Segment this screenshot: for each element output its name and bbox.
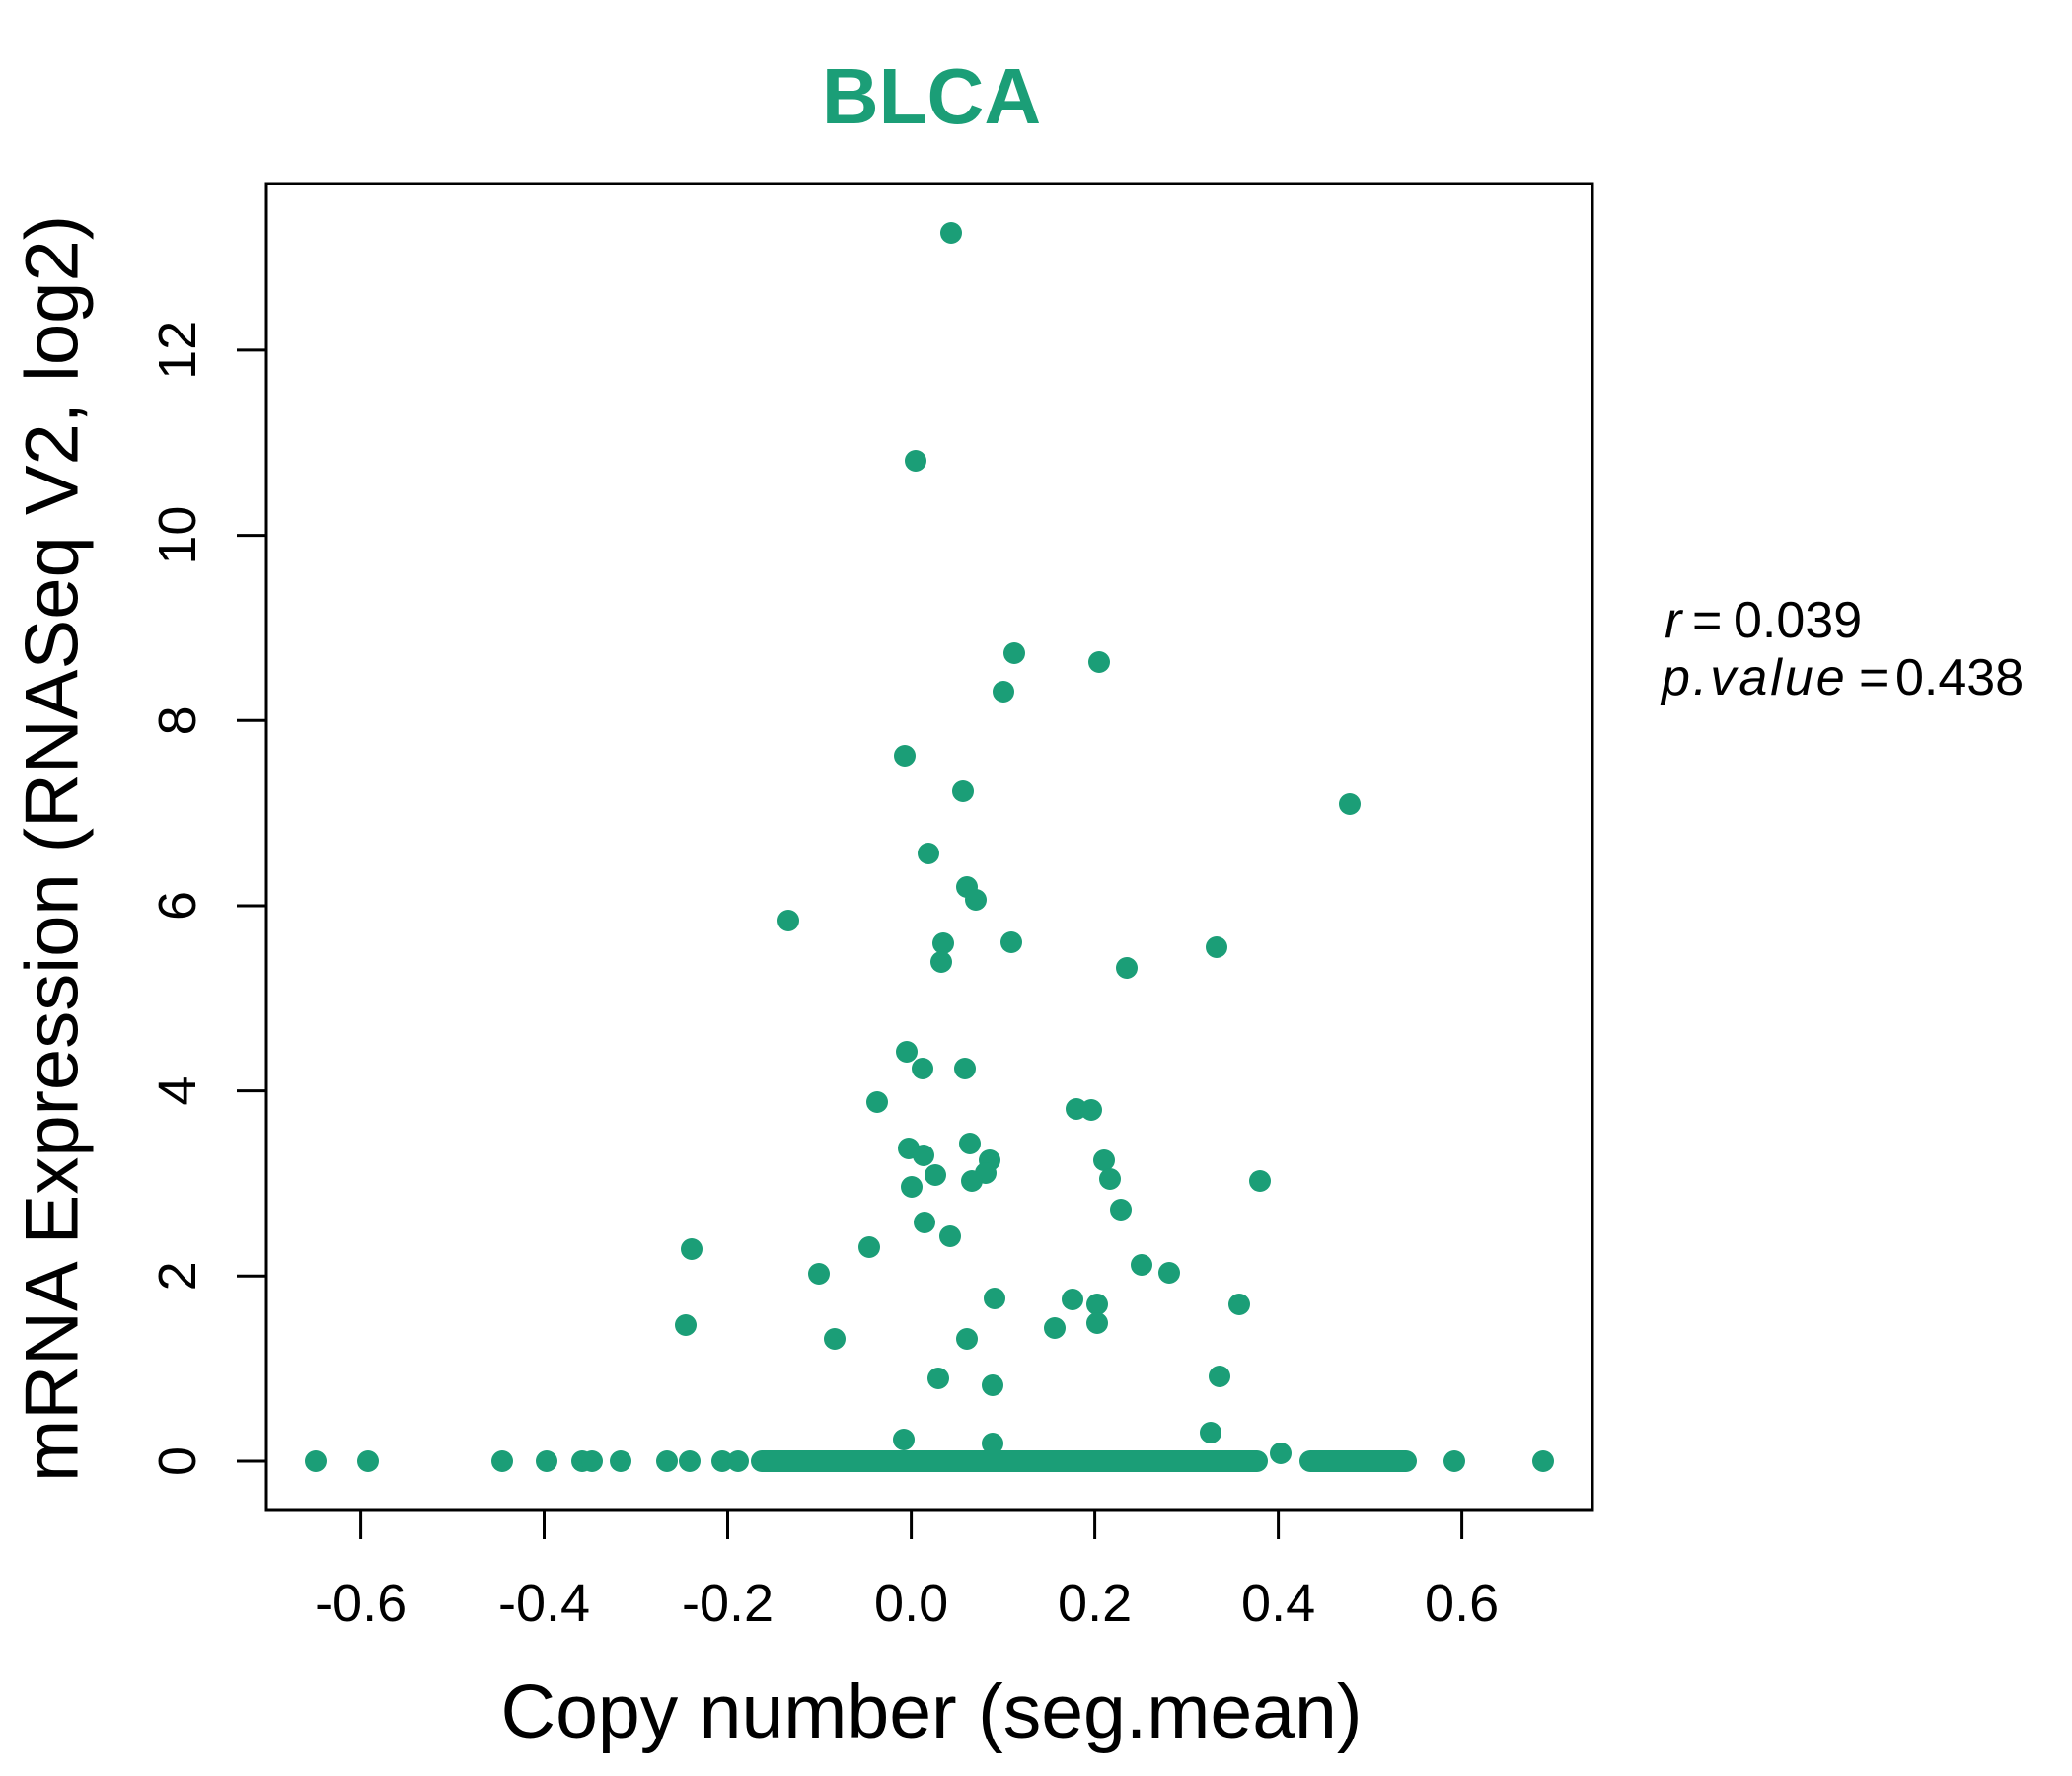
svg-text:-0.2: -0.2 xyxy=(682,1574,774,1633)
svg-text:=: = xyxy=(1692,592,1722,649)
svg-text:mRNA Expression (RNASeq V2, lo: mRNA Expression (RNASeq V2, log2) xyxy=(11,215,95,1482)
svg-text:0.438: 0.438 xyxy=(1895,649,2024,706)
svg-text:p.value: p.value xyxy=(1660,649,1848,706)
svg-text:12: 12 xyxy=(148,321,207,380)
svg-text:6: 6 xyxy=(148,891,207,921)
svg-text:BLCA: BLCA xyxy=(822,52,1041,140)
svg-text:0: 0 xyxy=(148,1446,207,1476)
svg-text:0.4: 0.4 xyxy=(1241,1574,1315,1633)
svg-text:Copy number (seg.mean): Copy number (seg.mean) xyxy=(500,1669,1362,1754)
svg-text:=: = xyxy=(1859,649,1888,706)
svg-text:-0.6: -0.6 xyxy=(315,1574,407,1633)
svg-text:0.0: 0.0 xyxy=(874,1574,948,1633)
svg-text:4: 4 xyxy=(148,1076,207,1106)
svg-text:r: r xyxy=(1665,592,1684,649)
svg-text:0.6: 0.6 xyxy=(1425,1574,1499,1633)
svg-text:2: 2 xyxy=(148,1261,207,1291)
svg-text:-0.4: -0.4 xyxy=(498,1574,590,1633)
svg-text:8: 8 xyxy=(148,705,207,735)
svg-text:0.039: 0.039 xyxy=(1734,592,1862,649)
svg-text:10: 10 xyxy=(148,506,207,565)
svg-text:0.2: 0.2 xyxy=(1058,1574,1132,1633)
